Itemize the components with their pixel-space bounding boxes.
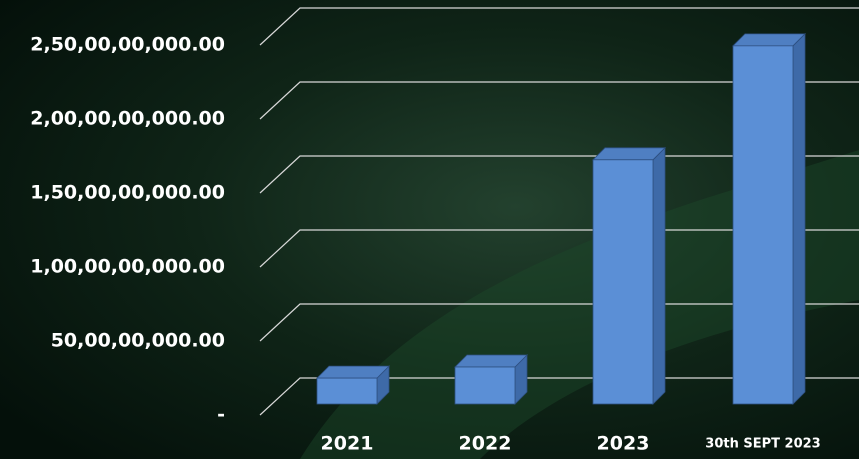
bar-top — [732, 33, 806, 47]
y-tick-label: 50,00,00,000.00 — [51, 330, 225, 352]
y-tick-label: 2,50,00,00,000.00 — [30, 34, 225, 56]
bar-side — [652, 146, 666, 405]
bar-top — [316, 365, 390, 379]
bar — [592, 159, 654, 405]
grid-line — [259, 81, 859, 120]
y-tick-label: 1,00,00,00,000.00 — [30, 256, 225, 278]
y-tick-label: - — [217, 404, 225, 426]
grid-line — [259, 377, 859, 416]
bar-top — [454, 354, 528, 368]
x-tick-label: 2022 — [459, 433, 512, 455]
bar — [732, 45, 794, 405]
grid-line — [259, 7, 859, 46]
grid-line — [259, 229, 859, 268]
grid-line — [259, 155, 859, 194]
x-tick-label: 2021 — [321, 433, 374, 455]
bar-side — [792, 32, 806, 405]
y-tick-label: 1,50,00,00,000.00 — [30, 182, 225, 204]
x-tick-label: 2023 — [597, 433, 650, 455]
x-tick-label: 30th SEPT 2023 — [705, 437, 820, 452]
bar — [454, 366, 516, 405]
bar — [316, 377, 378, 405]
bar-top — [592, 147, 666, 161]
y-tick-label: 2,00,00,00,000.00 — [30, 108, 225, 130]
grid-line — [259, 303, 859, 342]
